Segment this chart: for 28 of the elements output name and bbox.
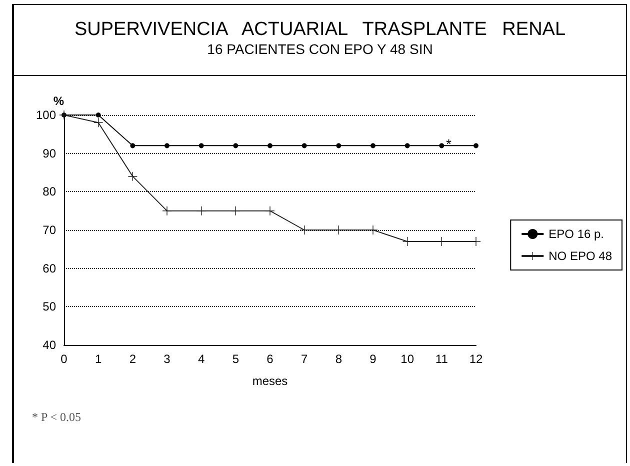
y-tick-label: 50 bbox=[42, 300, 56, 314]
y-tick-label: 70 bbox=[42, 223, 56, 237]
x-tick-label: 1 bbox=[94, 352, 102, 366]
x-tick-label: 8 bbox=[335, 352, 342, 366]
chart-title: SUPERVIVENCIA ACTUARIAL TRASPLANTE RENAL bbox=[73, 18, 567, 41]
x-tick-label: 2 bbox=[129, 352, 136, 366]
text: * P < 0.05 bbox=[32, 410, 81, 425]
y-tick-label: 100 bbox=[36, 108, 56, 122]
y-axis-title: % bbox=[53, 94, 64, 108]
x-tick-label: 5 bbox=[232, 352, 240, 366]
legend-label: EPO 16 p. bbox=[548, 227, 604, 241]
x-axis-title: meses bbox=[252, 374, 288, 388]
y-tick-label: 60 bbox=[42, 261, 56, 276]
annotation: * bbox=[446, 136, 452, 152]
y-tick-label: 80 bbox=[42, 184, 56, 199]
legend-label: NO EPO 48 bbox=[548, 249, 612, 263]
y-tick-label: 90 bbox=[42, 146, 56, 160]
x-tick-label: 11 bbox=[435, 352, 448, 366]
y-tick-label: 40 bbox=[42, 338, 56, 352]
x-tick-label: 3 bbox=[164, 352, 171, 366]
x-tick-label: 4 bbox=[198, 352, 205, 366]
x-tick-label: 7 bbox=[300, 352, 308, 366]
x-tick-label: 6 bbox=[266, 352, 274, 366]
x-tick-label: 9 bbox=[370, 352, 377, 366]
x-tick-label: 10 bbox=[400, 352, 414, 366]
x-tick-label: 12 bbox=[469, 352, 483, 366]
x-tick-label: 0 bbox=[60, 352, 68, 366]
chart-subtitle: 16 PACIENTES CON EPO Y 48 SIN bbox=[206, 41, 434, 57]
